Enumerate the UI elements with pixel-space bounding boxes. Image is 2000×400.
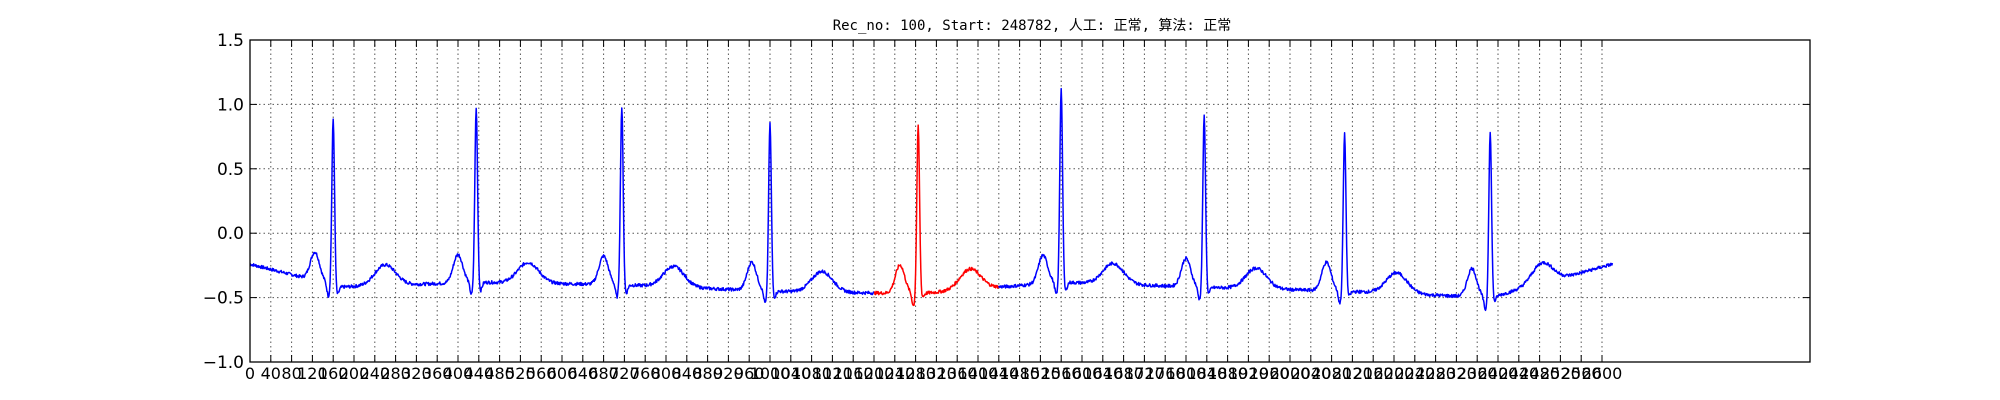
x-tick-label: 800: [651, 364, 682, 383]
x-tick-label: 680: [588, 364, 619, 383]
x-tick-label: 760: [630, 364, 661, 383]
x-tick-label: 2040: [1290, 364, 1331, 383]
x-tick-label: 2520: [1540, 364, 1581, 383]
y-axis-ticks: 1.5 1.0 0.5 0.0 −0.5 −1.0: [203, 31, 1810, 373]
x-tick-label: 120: [297, 364, 328, 383]
x-tick-label: 640: [568, 364, 599, 383]
x-tick-label: 1280: [895, 364, 936, 383]
x-tick-label: 2200: [1374, 364, 1415, 383]
x-tick-label: 240: [360, 364, 391, 383]
x-tick-label: 1640: [1082, 364, 1123, 383]
x-tick-label: 2480: [1519, 364, 1560, 383]
x-tick-label: 1400: [958, 364, 999, 383]
x-tick-label: 1440: [978, 364, 1019, 383]
chart-title: Rec_no: 100, Start: 248782, 人工: 正常, 算法: …: [833, 18, 1232, 34]
x-tick-label: 1000: [750, 364, 791, 383]
y-tick-label: 1.0: [217, 95, 244, 115]
x-tick-label: 520: [505, 364, 536, 383]
plot-area: [249, 87, 1614, 312]
x-tick-label: 1720: [1124, 364, 1165, 383]
x-tick-label: 560: [526, 364, 557, 383]
x-tick-label: 1160: [833, 364, 874, 383]
x-tick-label: 2280: [1415, 364, 1456, 383]
x-tick-label: 2240: [1394, 364, 1435, 383]
x-tick-label: 2000: [1270, 364, 1311, 383]
x-tick-label: 2600: [1582, 364, 1623, 383]
x-tick-label: 1480: [999, 364, 1040, 383]
x-tick-label: 80: [281, 364, 301, 383]
x-tick-label: 1560: [1041, 364, 1082, 383]
x-tick-label: 2160: [1353, 364, 1394, 383]
x-tick-label: 1040: [770, 364, 811, 383]
x-tick-label: 0: [245, 364, 255, 383]
x-tick-label: 840: [672, 364, 703, 383]
x-tick-label: 1320: [916, 364, 957, 383]
x-tick-label: 1760: [1145, 364, 1186, 383]
x-tick-label: 1200: [854, 364, 895, 383]
x-tick-label: 1240: [874, 364, 915, 383]
x-tick-label: 1360: [937, 364, 978, 383]
x-tick-label: 720: [609, 364, 640, 383]
x-tick-label: 280: [380, 364, 411, 383]
x-tick-label: 1600: [1062, 364, 1103, 383]
x-tick-label: 1680: [1103, 364, 1144, 383]
x-tick-label: 1120: [812, 364, 853, 383]
x-tick-label: 2080: [1311, 364, 1352, 383]
grid-lines: [250, 40, 1810, 362]
x-tick-label: 2400: [1478, 364, 1519, 383]
x-tick-label: 2360: [1457, 364, 1498, 383]
x-tick-label: 40: [261, 364, 281, 383]
x-tick-label: 2560: [1561, 364, 1602, 383]
y-tick-label: −0.5: [203, 289, 244, 309]
x-tick-label: 920: [713, 364, 744, 383]
x-tick-label: 1960: [1249, 364, 1290, 383]
x-tick-label: 1920: [1228, 364, 1269, 383]
y-tick-label: 0.0: [217, 224, 244, 244]
x-tick-label: 360: [422, 364, 453, 383]
x-tick-label: 200: [339, 364, 370, 383]
ecg-trace-before: [249, 107, 875, 303]
x-tick-label: 960: [734, 364, 765, 383]
x-tick-label: 1880: [1207, 364, 1248, 383]
x-tick-label: 2440: [1498, 364, 1539, 383]
y-tick-label: 1.5: [217, 31, 244, 51]
x-tick-label: 320: [401, 364, 432, 383]
x-tick-label: 1800: [1166, 364, 1207, 383]
x-axis-ticks: 0 40 8012016020024028032036040044048052056…: [245, 40, 1622, 383]
x-tick-label: 480: [484, 364, 515, 383]
ecg-trace-after: [998, 87, 1614, 312]
x-tick-label: 440: [464, 364, 495, 383]
x-tick-label: 160: [318, 364, 349, 383]
x-tick-label: 400: [443, 364, 474, 383]
x-tick-label: 1080: [791, 364, 832, 383]
x-tick-label: 2320: [1436, 364, 1477, 383]
y-tick-label: 0.5: [217, 160, 244, 180]
x-tick-label: 1520: [1020, 364, 1061, 383]
axes-frame: [249, 39, 1811, 363]
x-tick-label: 1840: [1186, 364, 1227, 383]
x-tick-label: 2120: [1332, 364, 1373, 383]
y-tick-label: −1.0: [203, 353, 244, 373]
x-tick-label: 880: [692, 364, 723, 383]
ecg-trace-highlighted: [873, 124, 1000, 307]
x-tick-label: 600: [547, 364, 578, 383]
